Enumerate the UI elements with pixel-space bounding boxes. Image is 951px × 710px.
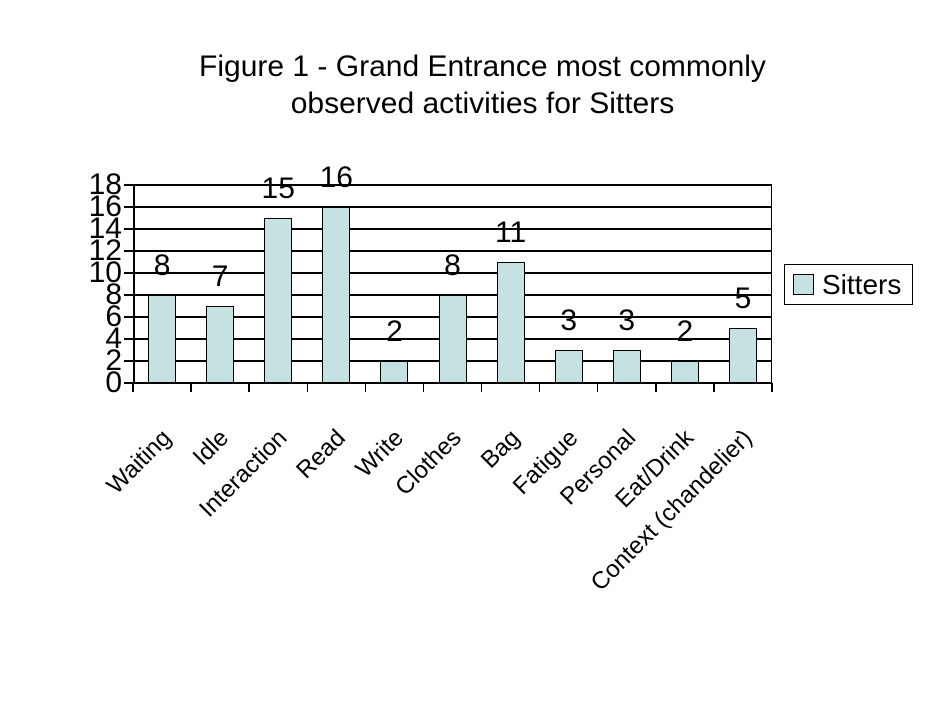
y-axis-tick <box>124 206 133 208</box>
x-axis-tick <box>596 383 599 392</box>
y-axis-label: 0 <box>105 366 122 399</box>
chart-title: Figure 1 - Grand Entrance most commonly … <box>14 48 951 122</box>
bar-value-label: 8 <box>444 249 461 282</box>
x-axis-line <box>133 382 772 384</box>
x-axis-tick <box>306 383 309 392</box>
chart-title-line2: observed activities for Sitters <box>290 87 675 120</box>
y-axis-label: 14 <box>88 212 122 245</box>
x-axis-tick <box>771 383 773 392</box>
y-axis-tick <box>124 382 133 384</box>
bar-value-label: 5 <box>734 282 752 315</box>
legend-swatch <box>793 274 814 295</box>
y-axis-tick <box>124 272 133 274</box>
y-axis-tick <box>124 250 133 252</box>
bar-value-label: 15 <box>261 172 295 205</box>
gridline <box>133 206 772 208</box>
plot-right-border <box>770 185 772 383</box>
bar <box>380 361 409 383</box>
legend-label: Sitters <box>822 268 902 300</box>
y-axis-label: 12 <box>88 234 122 267</box>
gridline <box>133 272 772 274</box>
bar <box>264 218 293 383</box>
y-axis-tick <box>124 294 133 296</box>
y-axis-label: 8 <box>105 278 122 311</box>
y-axis-label: 2 <box>105 344 122 377</box>
y-axis-tick <box>124 316 133 318</box>
x-axis-tick <box>538 383 541 392</box>
x-axis-label: Bag <box>475 424 525 474</box>
x-axis-label: Idle <box>188 424 235 471</box>
y-axis-tick <box>124 184 133 186</box>
x-axis-tick <box>422 383 425 392</box>
bar-value-label: 11 <box>495 216 527 249</box>
y-axis-label: 10 <box>88 256 122 289</box>
bar-value-label: 16 <box>319 161 353 194</box>
bar <box>554 350 583 383</box>
plot-area <box>133 184 772 384</box>
bar-value-label: 2 <box>676 315 694 348</box>
bar <box>206 306 235 383</box>
y-axis-label: 18 <box>88 168 122 201</box>
bar-value-label: 7 <box>211 260 229 293</box>
plot-top-border <box>133 184 772 186</box>
x-axis-tick <box>248 383 250 392</box>
y-axis-label: 4 <box>105 322 122 355</box>
y-axis-label: 16 <box>88 190 122 223</box>
bar <box>148 295 177 383</box>
y-axis-line <box>133 185 135 383</box>
x-axis-tick <box>132 383 134 392</box>
x-axis-tick <box>190 383 192 392</box>
x-axis-tick <box>713 383 715 392</box>
bar <box>322 207 351 383</box>
bar-value-label: 3 <box>560 304 578 337</box>
x-axis-tick <box>480 383 483 392</box>
y-axis-tick <box>124 338 133 340</box>
bar <box>496 262 525 383</box>
bar-value-label: 2 <box>386 315 403 348</box>
bar-value-label: 8 <box>153 249 171 282</box>
chart-title-line1: Figure 1 - Grand Entrance most commonly <box>199 50 766 83</box>
bar <box>612 350 641 383</box>
bar <box>438 295 467 383</box>
legend: Sitters <box>784 264 913 305</box>
y-axis-tick <box>124 228 133 230</box>
x-axis-tick <box>655 383 657 392</box>
gridline <box>133 250 772 252</box>
bar-value-label: 3 <box>618 304 636 337</box>
bar <box>728 328 757 383</box>
y-axis-tick <box>124 360 133 362</box>
gridline <box>133 228 772 230</box>
x-axis-label: Read <box>291 424 351 484</box>
x-axis-label: Waiting <box>101 424 177 500</box>
x-axis-tick <box>364 383 367 392</box>
y-axis-label: 6 <box>105 300 122 333</box>
bar <box>670 361 699 383</box>
